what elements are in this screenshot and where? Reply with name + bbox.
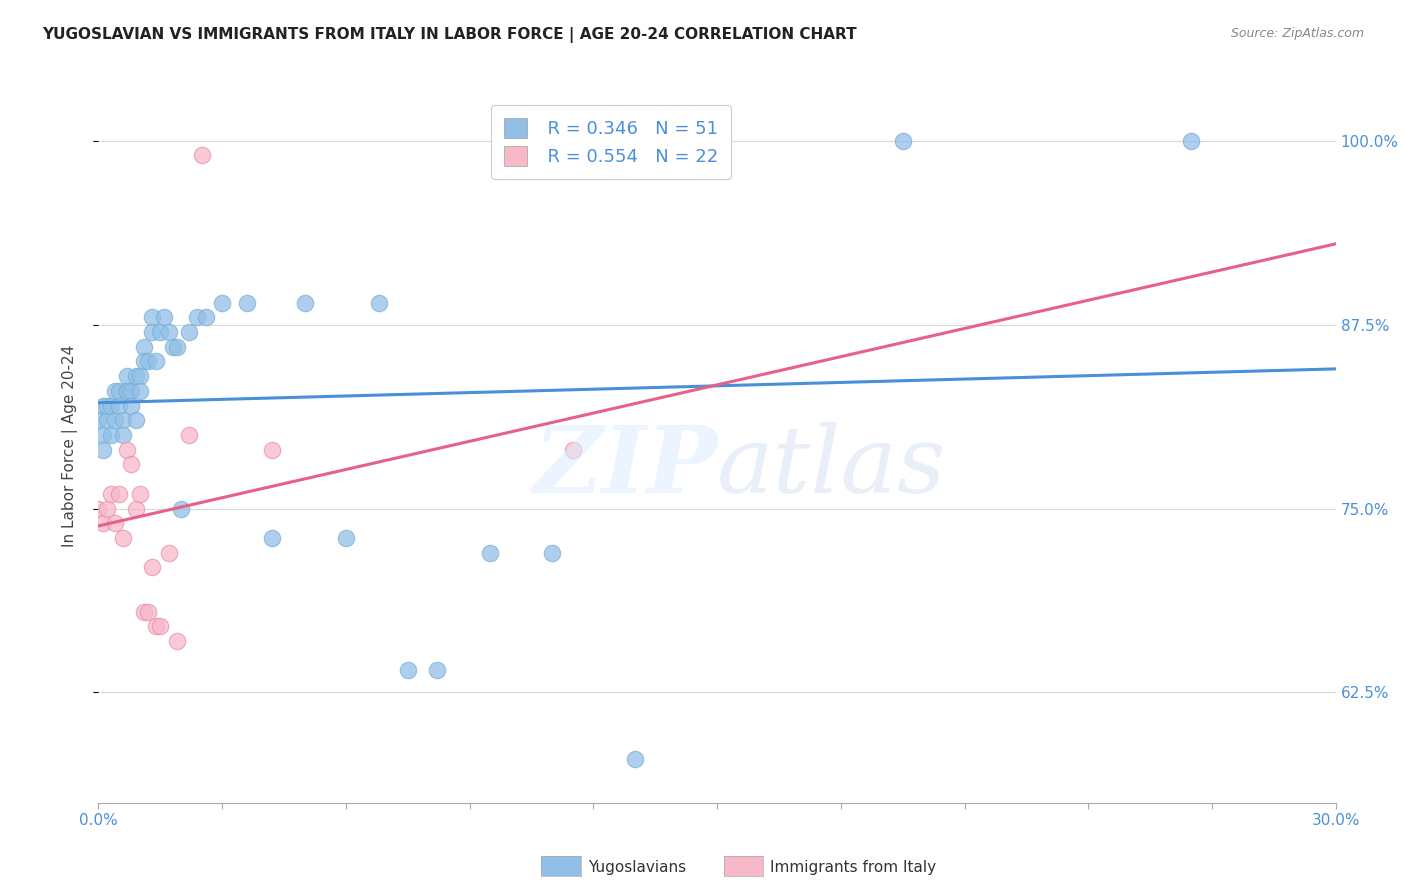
Point (128, 369, 150, 384)
Point (166, 634, 188, 648)
Point (96, 501, 118, 516)
Point (112, 428, 135, 442)
Point (136, 605, 159, 619)
Point (190, 148, 212, 162)
Point (166, 340, 188, 354)
Point (141, 560, 163, 574)
Point (87, 501, 110, 516)
Point (112, 531, 135, 545)
Point (91, 399, 114, 413)
Point (87, 413, 110, 427)
Point (117, 369, 139, 384)
Point (108, 384, 131, 398)
Legend:   R = 0.346   N = 51,   R = 0.554   N = 22: R = 0.346 N = 51, R = 0.554 N = 22 (491, 105, 731, 178)
Point (100, 487, 122, 501)
Point (128, 384, 150, 398)
Point (479, 546, 502, 560)
Text: YUGOSLAVIAN VS IMMIGRANTS FROM ITALY IN LABOR FORCE | AGE 20-24 CORRELATION CHAR: YUGOSLAVIAN VS IMMIGRANTS FROM ITALY IN … (42, 27, 856, 43)
Point (112, 413, 135, 427)
Text: atlas: atlas (717, 423, 946, 512)
Point (149, 619, 172, 633)
Point (623, 752, 645, 766)
Point (157, 546, 180, 560)
Point (141, 310, 163, 325)
Point (157, 325, 180, 339)
Point (260, 442, 283, 457)
Point (145, 354, 167, 368)
Point (260, 531, 283, 545)
Point (186, 310, 208, 325)
Point (104, 384, 127, 398)
Point (149, 325, 172, 339)
Point (124, 501, 146, 516)
Point (128, 487, 150, 501)
Point (120, 399, 142, 413)
Text: Yugoslavians: Yugoslavians (588, 860, 686, 874)
Point (117, 384, 139, 398)
Point (96, 413, 118, 427)
Point (91, 442, 114, 457)
Point (120, 458, 142, 472)
Point (91, 428, 114, 442)
Point (100, 399, 122, 413)
Point (132, 354, 155, 368)
Text: Source: ZipAtlas.com: Source: ZipAtlas.com (1230, 27, 1364, 40)
Point (236, 295, 259, 310)
Point (170, 501, 193, 516)
Point (124, 369, 146, 384)
Point (120, 384, 142, 398)
Point (211, 295, 233, 310)
Point (108, 399, 131, 413)
Point (104, 516, 127, 531)
Point (108, 487, 131, 501)
Point (396, 664, 419, 678)
Text: ZIP: ZIP (533, 423, 717, 512)
Point (141, 325, 163, 339)
Point (117, 442, 139, 457)
Point (179, 428, 201, 442)
Point (100, 428, 122, 442)
Point (561, 442, 583, 457)
Point (1180, 134, 1202, 148)
Point (162, 340, 184, 354)
Point (96, 399, 118, 413)
Point (136, 354, 159, 368)
Point (426, 664, 449, 678)
Text: Immigrants from Italy: Immigrants from Italy (770, 860, 936, 874)
Point (294, 295, 316, 310)
Point (132, 605, 155, 619)
Point (145, 619, 167, 633)
Point (124, 413, 146, 427)
Point (132, 340, 155, 354)
Point (179, 325, 201, 339)
Point (335, 531, 357, 545)
Point (91, 516, 114, 531)
Point (541, 546, 564, 560)
Point (367, 295, 389, 310)
Point (117, 384, 139, 398)
Point (891, 134, 914, 148)
Point (153, 310, 176, 325)
Point (194, 310, 217, 325)
Y-axis label: In Labor Force | Age 20-24: In Labor Force | Age 20-24 (62, 345, 77, 547)
Point (104, 413, 127, 427)
